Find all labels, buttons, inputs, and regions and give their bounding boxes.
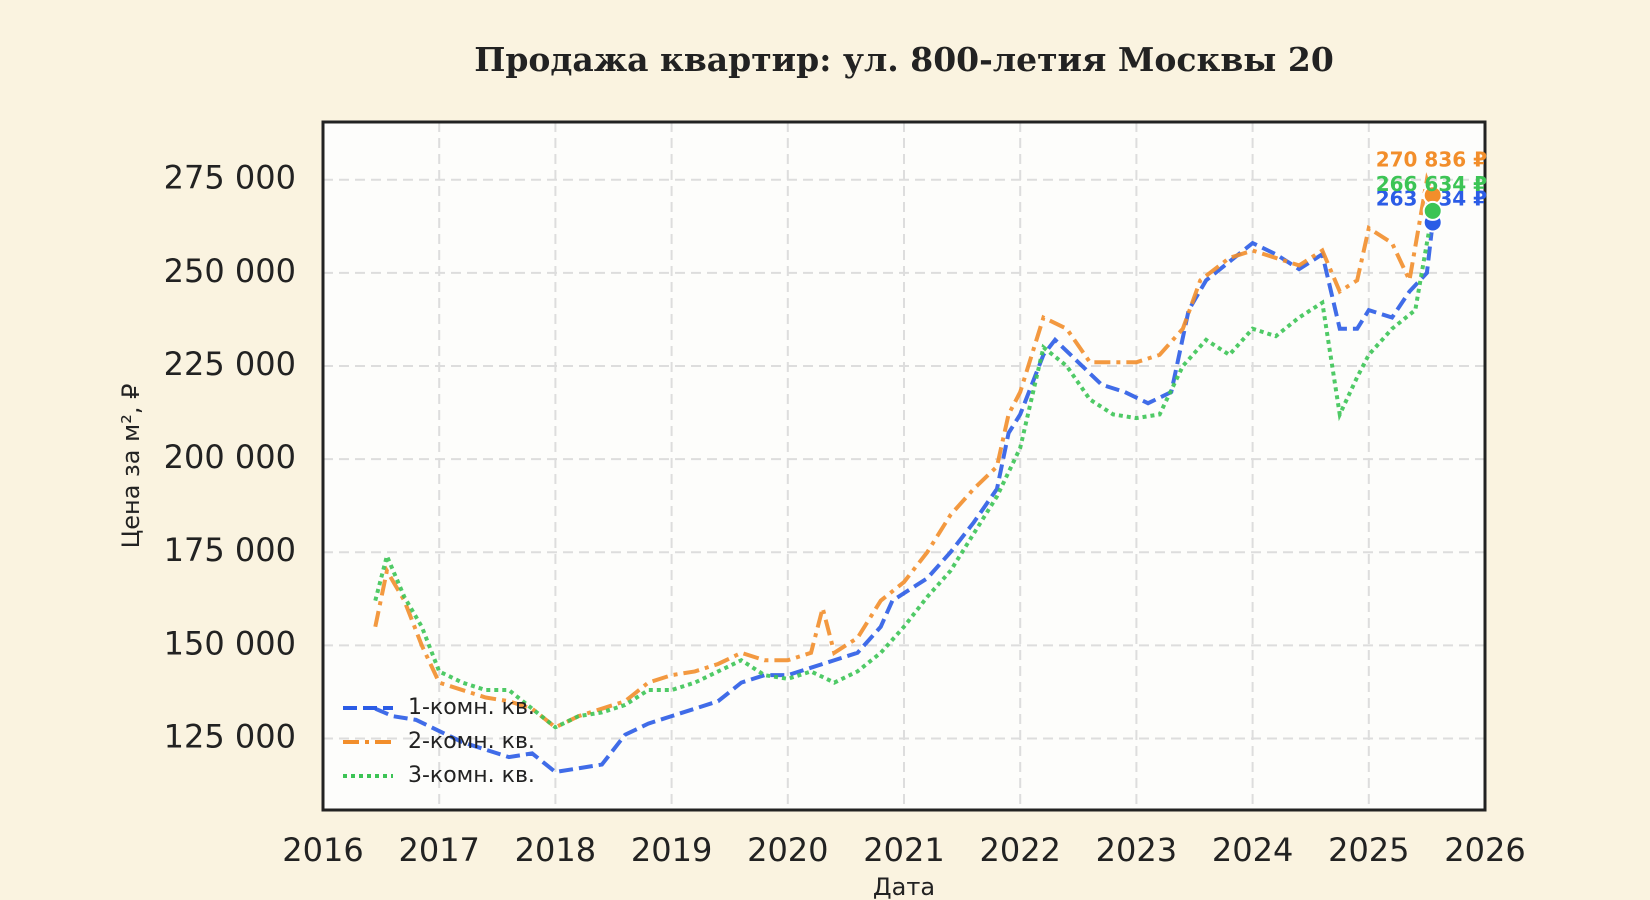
y-tick-label: 175 000 (164, 531, 296, 569)
x-tick-label: 2024 (1212, 831, 1293, 869)
legend-label: 1-комн. кв. (408, 695, 535, 720)
x-tick-label: 2018 (515, 831, 596, 869)
lines (373, 172, 1435, 775)
x-tick-label: 2017 (398, 831, 479, 869)
legend-label: 3-комн. кв. (408, 763, 535, 788)
x-tick-label: 2021 (863, 831, 944, 869)
y-tick-label: 225 000 (164, 345, 296, 383)
end-point (1422, 200, 1443, 221)
series-line (374, 222, 1435, 775)
end-label: 266 634 ₽ (1376, 172, 1487, 196)
end-label: 270 836 ₽ (1376, 148, 1487, 172)
plot-frame (321, 120, 1487, 812)
y-tick-label: 200 000 (164, 438, 296, 476)
x-tick-label: 2023 (1096, 831, 1177, 869)
x-tick-label: 2026 (1444, 831, 1525, 869)
x-tick-label: 2016 (282, 831, 363, 869)
y-tick-label: 250 000 (164, 252, 296, 290)
x-tick-label: 2019 (631, 831, 712, 869)
x-axis-label: Дата (873, 873, 935, 900)
legend-label: 2-комн. кв. (408, 729, 535, 754)
x-tick-label: 2025 (1328, 831, 1409, 869)
y-tick-label: 150 000 (164, 624, 296, 662)
y-tick-label: 125 000 (164, 717, 296, 755)
x-tick-label: 2022 (979, 831, 1060, 869)
series-line (373, 210, 1435, 730)
y-axis-label: Цена за м², ₽ (117, 384, 145, 549)
chart-title: Продажа квартир: ул. 800-летия Москвы 20 (474, 40, 1334, 79)
x-tick-label: 2020 (747, 831, 828, 869)
y-tick-label: 275 000 (164, 159, 296, 197)
